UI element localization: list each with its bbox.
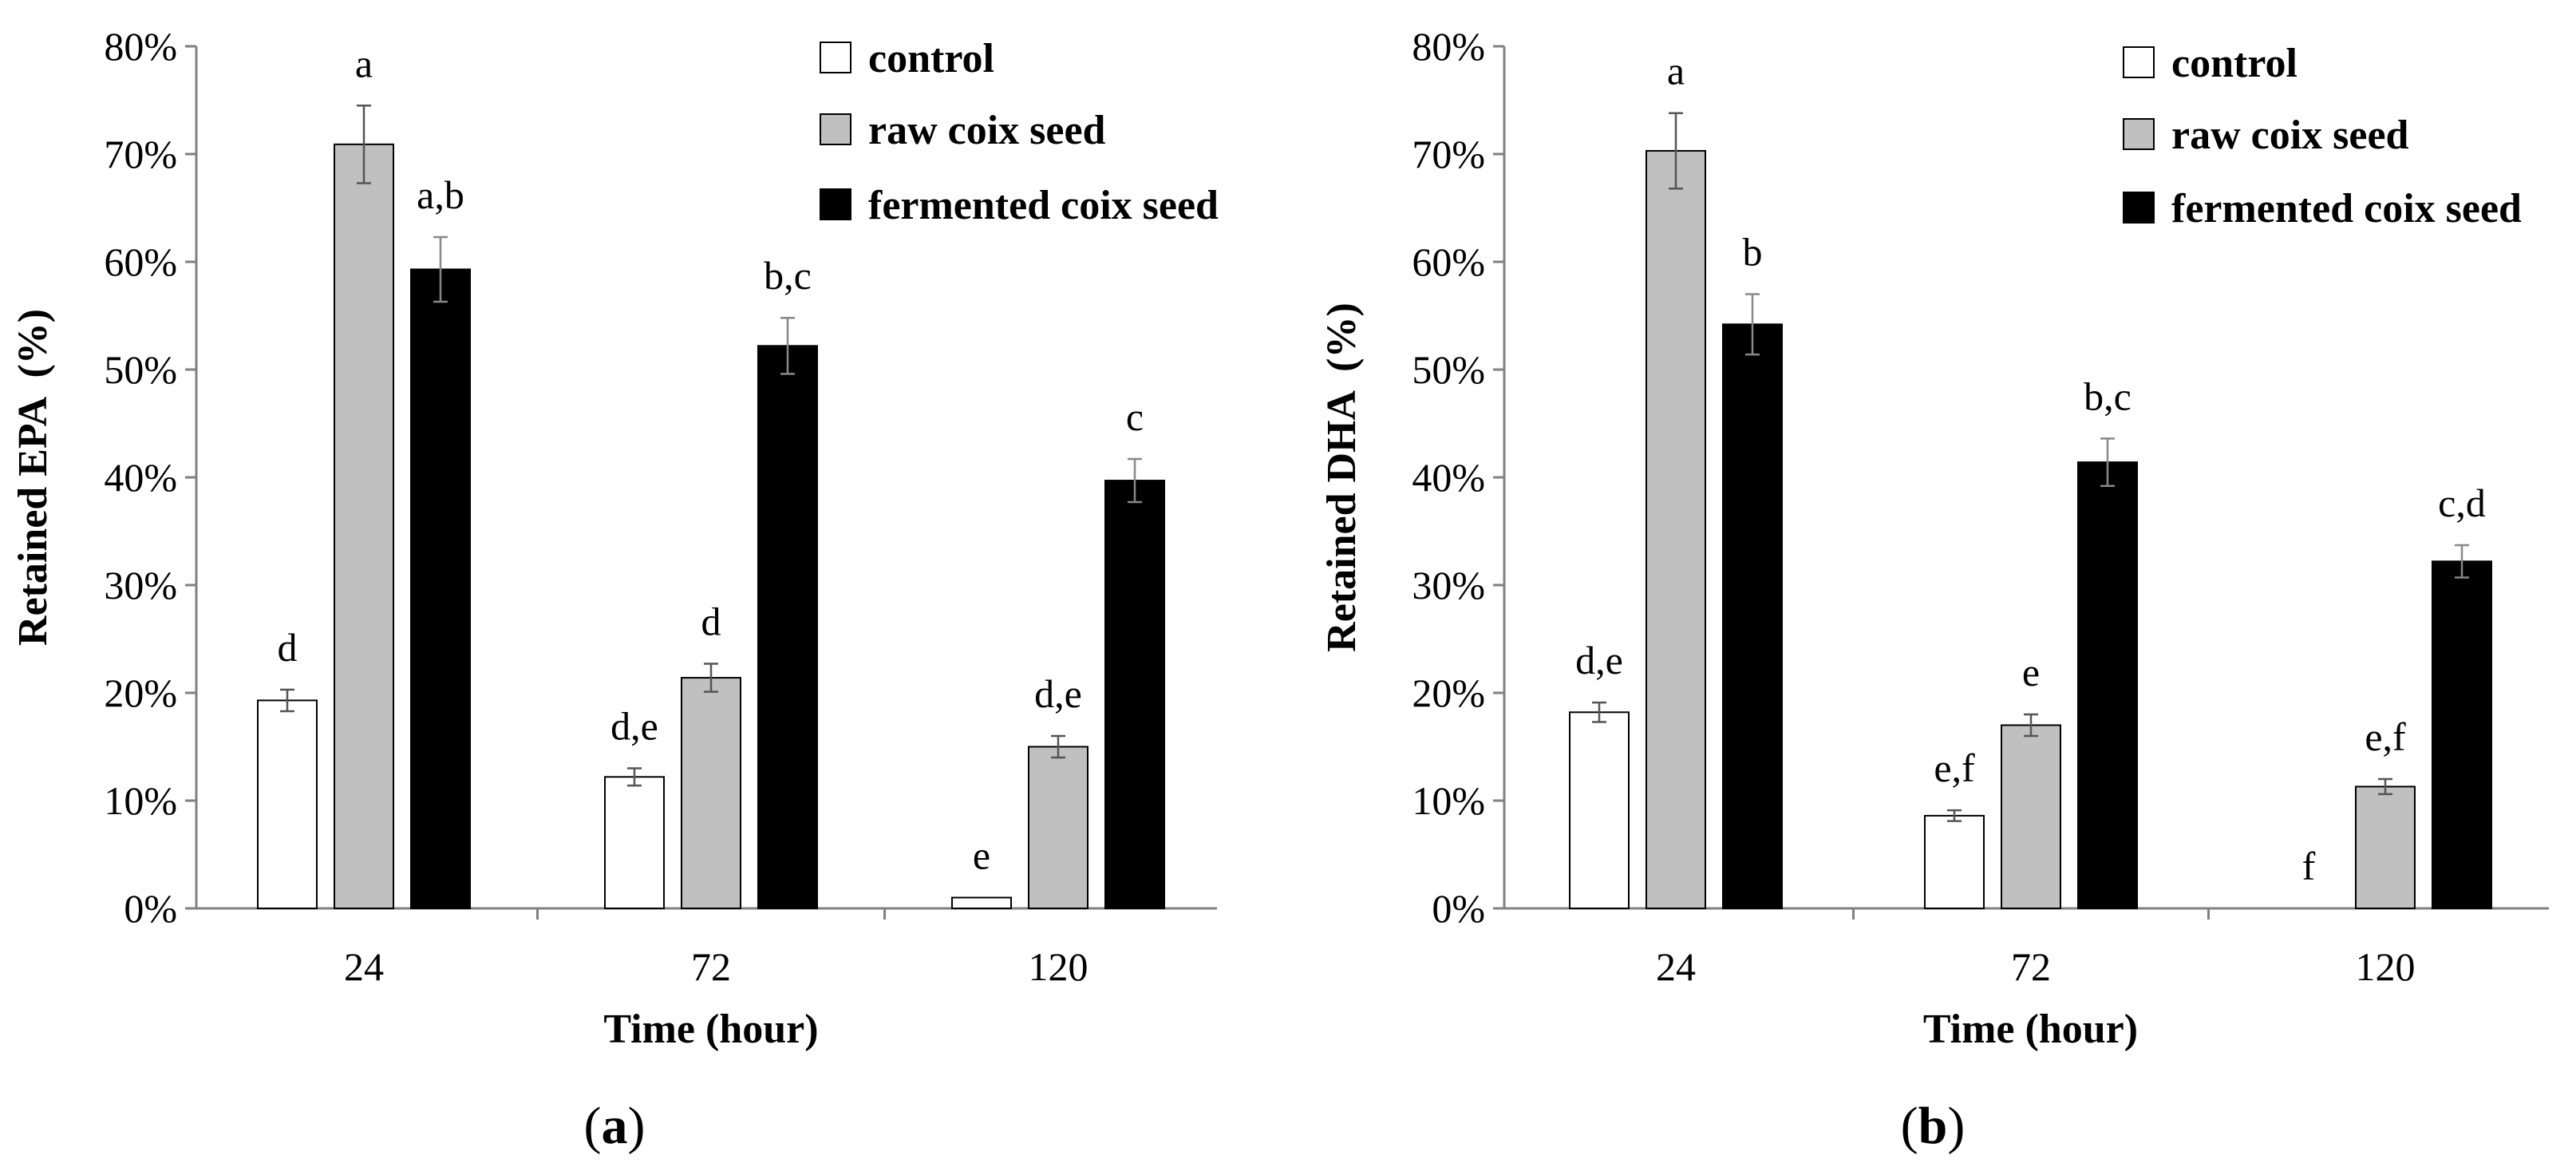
x-tick-label: 24 [344,944,384,989]
panel-b: 0% 10% 20% 30% 40% 50% 60% 70% 80% 24 72 120 d,e e,f f… [1319,24,2549,1155]
x-axis-title: Time (hour) [1923,1007,2138,1052]
significance-label: d [278,625,298,670]
significance-label: d,e [1575,638,1623,682]
bar [2355,785,2416,910]
legend-label: raw coix seed [868,108,1106,153]
significance-label: a [1667,49,1685,93]
bar [1569,711,1630,909]
bar [757,345,818,909]
bar [2432,560,2492,909]
significance-label: d,e [610,704,658,749]
x-axis-title: Time (hour) [603,1007,818,1052]
significance-label: d [701,599,721,644]
bar [410,268,471,909]
bar [2001,724,2061,909]
bar [1104,480,1165,909]
significance-label: f [2302,844,2316,888]
y-tick-label: 0% [1432,886,1485,931]
legend-swatch [820,42,851,73]
significance-label: a,b [417,172,464,217]
y-tick-label: 20% [104,671,177,715]
legend-label: raw coix seed [2171,113,2409,158]
panel-a: 0% 10% 20% 30% 40% 50% 60% 70% 80% 24 72 120 d d,e e a d… [10,24,1219,1155]
bar [334,143,394,910]
bar [1722,323,1783,909]
x-tick-label: 120 [2356,944,2416,989]
significance-label: e,f [2365,714,2406,759]
y-tick-label: 20% [1412,671,1485,715]
panel-label: (b) [1901,1097,1966,1155]
y-tick-label: 60% [1412,239,1485,284]
x-tick-label: 24 [1656,944,1696,989]
y-tick-label: 60% [104,239,177,284]
bar [1924,814,1985,910]
bar [1646,149,1706,909]
y-tick-label: 40% [104,455,177,500]
y-axis-title: Retained DHA (%) [1319,303,1365,652]
bar [2077,461,2138,909]
y-tick-label: 40% [1412,455,1485,500]
panel-label: (a) [584,1097,646,1155]
legend-swatch [2123,118,2155,150]
significance-label: c [1126,394,1144,439]
significance-label: e,f [1934,746,1975,790]
y-tick-label: 50% [104,347,177,392]
y-tick-label: 70% [1412,132,1485,176]
legend-label: fermented coix seed [2171,186,2522,231]
bar [681,677,741,909]
x-tick-label: 72 [2011,944,2051,989]
y-tick-label: 30% [104,563,177,607]
panel-letter: a [602,1097,628,1155]
x-tick-label: 120 [1029,944,1088,989]
significance-label: e [973,833,990,878]
x-tick-label: 72 [691,944,731,989]
legend-swatch [2123,192,2155,224]
panel-letter: b [1918,1097,1948,1155]
y-tick-label: 50% [1412,347,1485,392]
significance-label: c,d [2438,481,2486,525]
legend-swatch [820,188,851,220]
bar [1028,746,1088,909]
y-tick-label: 10% [104,778,177,823]
y-tick-label: 80% [1412,24,1485,69]
y-tick-label: 10% [1412,778,1485,823]
bar [604,776,665,909]
significance-label: b [1743,230,1763,275]
y-axis-title: Retained EPA (%) [10,309,56,646]
significance-label: b,c [2084,374,2132,418]
bar [951,896,1012,909]
bar [257,699,318,909]
legend-swatch [820,113,851,145]
legend-swatch [2123,46,2155,78]
y-tick-label: 80% [104,24,177,69]
significance-label: a [355,41,373,85]
y-tick-label: 70% [104,132,177,176]
y-tick-label: 0% [124,886,177,931]
legend-label: control [868,36,994,81]
significance-label: d,e [1034,671,1082,716]
significance-label: e [2022,650,2040,694]
y-tick-label: 30% [1412,563,1485,607]
significance-label: b,c [764,253,812,298]
legend-label: control [2171,41,2297,86]
legend-label: fermented coix seed [868,183,1219,228]
